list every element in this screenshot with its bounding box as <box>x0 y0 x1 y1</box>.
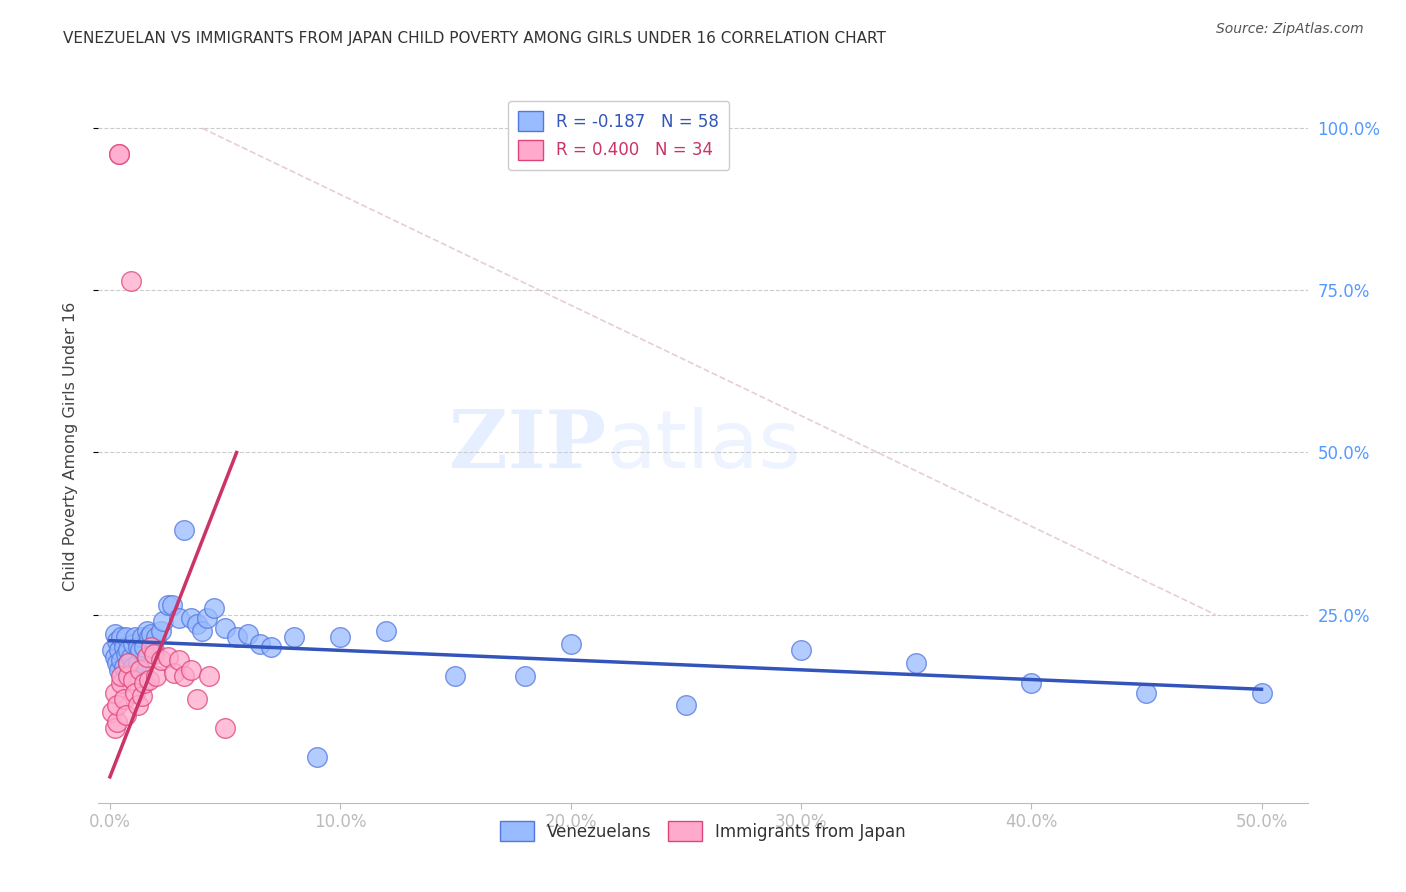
Point <box>167 611 190 625</box>
Point <box>117 643 139 657</box>
Point <box>790 643 813 657</box>
Point <box>103 649 125 664</box>
Point <box>156 598 179 612</box>
Point <box>120 274 142 288</box>
Point <box>214 621 236 635</box>
Point <box>905 657 928 671</box>
Point <box>101 643 124 657</box>
Point <box>134 675 156 690</box>
Point <box>115 708 138 723</box>
Point <box>122 659 145 673</box>
Point <box>128 643 150 657</box>
Point <box>122 673 145 687</box>
Point <box>149 653 172 667</box>
Point <box>249 637 271 651</box>
Point <box>152 614 174 628</box>
Point <box>142 647 165 661</box>
Point <box>138 673 160 687</box>
Point <box>131 689 153 703</box>
Point <box>131 631 153 645</box>
Point <box>560 637 582 651</box>
Point <box>105 714 128 729</box>
Point <box>105 657 128 671</box>
Text: atlas: atlas <box>606 407 800 485</box>
Point <box>103 627 125 641</box>
Point <box>186 692 208 706</box>
Point <box>156 649 179 664</box>
Point <box>202 601 225 615</box>
Point <box>307 750 329 764</box>
Point <box>142 643 165 657</box>
Point <box>108 643 131 657</box>
Point <box>115 631 138 645</box>
Point <box>225 631 247 645</box>
Point <box>167 653 190 667</box>
Point <box>117 669 139 683</box>
Point <box>513 669 536 683</box>
Point <box>110 631 132 645</box>
Point <box>134 640 156 654</box>
Point <box>128 663 150 677</box>
Point <box>110 675 132 690</box>
Point <box>675 698 697 713</box>
Point <box>117 657 139 671</box>
Text: ZIP: ZIP <box>450 407 606 485</box>
Point <box>195 611 218 625</box>
Point <box>103 685 125 699</box>
Point <box>105 633 128 648</box>
Point <box>115 647 138 661</box>
Point <box>138 631 160 645</box>
Point <box>135 624 157 638</box>
Point <box>110 669 132 683</box>
Point <box>112 692 135 706</box>
Point <box>108 147 131 161</box>
Point <box>145 669 167 683</box>
Point <box>214 721 236 735</box>
Point <box>127 657 149 671</box>
Point <box>198 669 221 683</box>
Point <box>173 669 195 683</box>
Y-axis label: Child Poverty Among Girls Under 16: Child Poverty Among Girls Under 16 <box>63 301 77 591</box>
Point <box>103 721 125 735</box>
Point <box>108 663 131 677</box>
Point <box>124 631 146 645</box>
Point <box>1019 675 1042 690</box>
Point <box>173 524 195 538</box>
Point <box>124 685 146 699</box>
Point <box>329 631 352 645</box>
Text: Source: ZipAtlas.com: Source: ZipAtlas.com <box>1216 22 1364 37</box>
Point <box>112 659 135 673</box>
Point <box>283 631 305 645</box>
Point <box>160 598 183 612</box>
Point <box>186 617 208 632</box>
Point <box>141 640 163 654</box>
Point <box>375 624 398 638</box>
Point <box>127 698 149 713</box>
Point <box>117 657 139 671</box>
Point <box>1135 685 1157 699</box>
Legend: Venezuelans, Immigrants from Japan: Venezuelans, Immigrants from Japan <box>494 814 912 848</box>
Point <box>145 631 167 645</box>
Text: VENEZUELAN VS IMMIGRANTS FROM JAPAN CHILD POVERTY AMONG GIRLS UNDER 16 CORRELATI: VENEZUELAN VS IMMIGRANTS FROM JAPAN CHIL… <box>63 31 886 46</box>
Point <box>236 627 259 641</box>
Point <box>163 666 186 681</box>
Point <box>191 624 214 638</box>
Point <box>180 663 202 677</box>
Point <box>110 653 132 667</box>
Point <box>112 640 135 654</box>
Point <box>149 624 172 638</box>
Point <box>135 649 157 664</box>
Point <box>122 637 145 651</box>
Point <box>108 147 131 161</box>
Point <box>180 611 202 625</box>
Point <box>101 705 124 719</box>
Point <box>1250 685 1272 699</box>
Point <box>127 640 149 654</box>
Point <box>105 698 128 713</box>
Point <box>260 640 283 654</box>
Point <box>141 627 163 641</box>
Point <box>444 669 467 683</box>
Point <box>120 649 142 664</box>
